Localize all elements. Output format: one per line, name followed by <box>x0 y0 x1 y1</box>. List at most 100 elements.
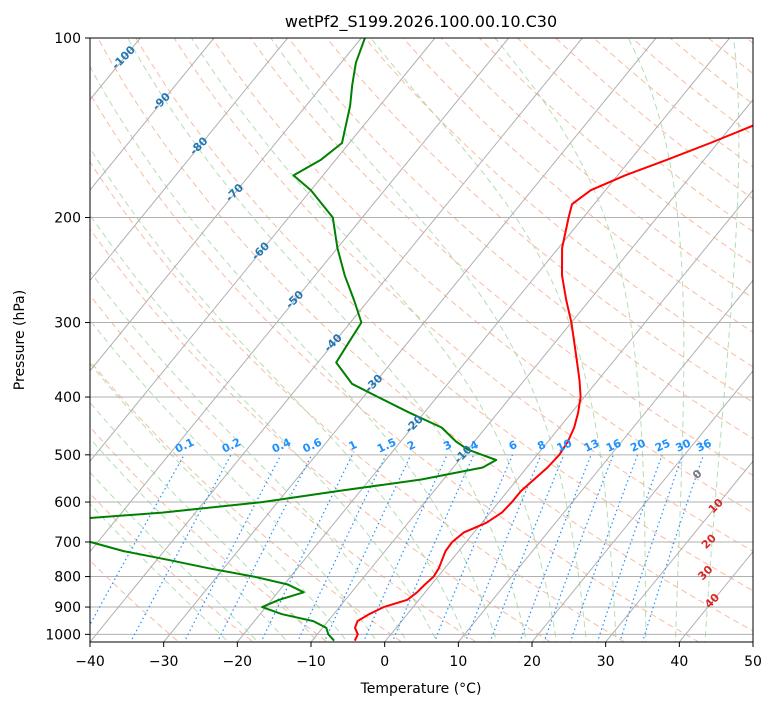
mixing-ratio-label: 0.2 <box>220 436 243 456</box>
moist-adiabat-label: 10 <box>706 496 726 516</box>
mixing-ratio-label: 1 <box>347 438 359 453</box>
y-tick-label: 300 <box>54 316 81 332</box>
mixing-ratio-label: 0.4 <box>270 436 293 456</box>
isotherm-line <box>90 38 509 553</box>
mixing-ratio-label: 20 <box>628 436 648 454</box>
moist-adiabat <box>90 213 438 642</box>
x-tick-label: 10 <box>449 654 467 670</box>
y-tick-label: 500 <box>54 448 81 464</box>
x-tick-label: 30 <box>597 654 615 670</box>
x-tick-label: 40 <box>670 654 688 670</box>
isotherm-label: -90 <box>150 90 173 113</box>
mixing-ratio-line <box>183 454 282 642</box>
mixing-ratio-line <box>641 454 705 642</box>
moist-adiabat <box>90 362 348 642</box>
mixing-ratio-line <box>260 454 353 642</box>
temperature-profile <box>353 124 753 642</box>
x-tick-label: 50 <box>744 654 762 670</box>
isotherm-line <box>90 38 436 463</box>
dry-adiabat <box>90 559 180 642</box>
dry-adiabat <box>478 38 753 266</box>
moist-adiabat-label: 30 <box>695 563 715 583</box>
isotherm-label: -20 <box>403 412 426 435</box>
chart-title: wetPf2_S199.2026.100.00.10.C30 <box>285 12 557 32</box>
moist-adiabat <box>90 503 229 642</box>
dry-adiabat <box>440 38 753 299</box>
moist-adiabat <box>90 270 408 642</box>
mixing-ratio-line <box>391 454 475 642</box>
isotherm-line <box>678 550 753 642</box>
mixing-ratio-line <box>619 454 684 642</box>
x-tick-label: −10 <box>296 654 326 670</box>
plot-area: -100-90-80-70-60-50-40-30-20-100.1 0.2 0.4… <box>0 38 753 642</box>
isotherm-line <box>163 38 657 642</box>
mixing-ratio-label: 25 <box>653 437 672 455</box>
mixing-ratio-label: 8 <box>535 438 547 453</box>
dewpoint-profile <box>90 38 498 642</box>
moist-adiabat <box>494 38 647 642</box>
dry-adiabat <box>90 92 700 642</box>
x-tick-label: −40 <box>75 654 105 670</box>
dry-adiabat <box>90 294 477 642</box>
isotherm-line <box>236 38 730 642</box>
mixing-ratio-label: 6 <box>507 438 520 453</box>
moist-adiabat <box>127 38 528 642</box>
mixing-ratio-line <box>296 454 387 642</box>
dry-adiabat <box>669 38 753 105</box>
mixing-ratio-label: 2 <box>405 438 417 453</box>
plot-frame <box>89 37 754 643</box>
isotherm-line <box>0 38 67 642</box>
isotherm-line <box>384 189 753 642</box>
dry-adiabat <box>288 38 753 440</box>
moist-adiabat <box>90 471 259 642</box>
dry-adiabat <box>90 426 329 642</box>
isotherm-line <box>90 38 215 191</box>
dry-adiabat <box>402 38 753 333</box>
moist-adiabat <box>90 147 468 642</box>
x-tick-label: 0 <box>380 654 389 670</box>
mixing-ratio-line <box>433 454 514 642</box>
mixing-ratio-label: 16 <box>604 436 624 454</box>
moist-adiabat <box>270 38 587 642</box>
mixing-ratio-line <box>362 454 448 642</box>
isotherm-line <box>90 38 362 372</box>
moist-adiabat-label: 40 <box>702 591 722 611</box>
y-tick-label: 700 <box>54 535 81 551</box>
moist-adiabat <box>370 38 617 642</box>
moist-adiabat <box>191 38 558 642</box>
mixing-ratio-label: 30 <box>674 436 694 454</box>
mixing-ratio-line <box>323 454 412 642</box>
moist-adiabat <box>704 38 740 642</box>
y-axis-label: Pressure (hPa) <box>12 290 28 390</box>
dry-adiabat <box>135 38 753 592</box>
y-tick-label: 600 <box>54 495 81 511</box>
isotherm-label: -40 <box>321 331 344 354</box>
x-tick-label: 20 <box>523 654 541 670</box>
dry-adiabat <box>746 38 753 44</box>
moist-adiabat-label: 0 <box>690 467 705 482</box>
moist-adiabat-label: 20 <box>699 531 719 551</box>
x-tick-label: −20 <box>223 654 253 670</box>
dry-adiabat <box>326 38 753 403</box>
isotherm-line <box>605 460 753 642</box>
dry-adiabat <box>173 38 753 552</box>
isotherm-line <box>90 38 288 282</box>
dry-adiabat <box>90 228 552 642</box>
dry-adiabat <box>211 38 753 514</box>
isotherm-line <box>90 38 583 642</box>
mixing-ratio-label: 10 <box>555 436 575 454</box>
moist-adiabat <box>90 319 378 642</box>
y-tick-label: 100 <box>54 31 81 47</box>
moist-adiabat <box>90 65 498 642</box>
mixing-ratio-line <box>90 454 185 626</box>
x-tick-label: −30 <box>149 654 179 670</box>
mixing-ratio-line <box>569 454 639 642</box>
isotherm-label: -60 <box>249 239 272 262</box>
isotherm-label: -100 <box>109 43 138 72</box>
dry-adiabat <box>97 38 753 632</box>
dry-adiabat <box>517 38 753 233</box>
mixing-ratio-line <box>543 454 614 642</box>
moist-adiabat <box>627 38 685 642</box>
dry-adiabat <box>593 38 753 168</box>
